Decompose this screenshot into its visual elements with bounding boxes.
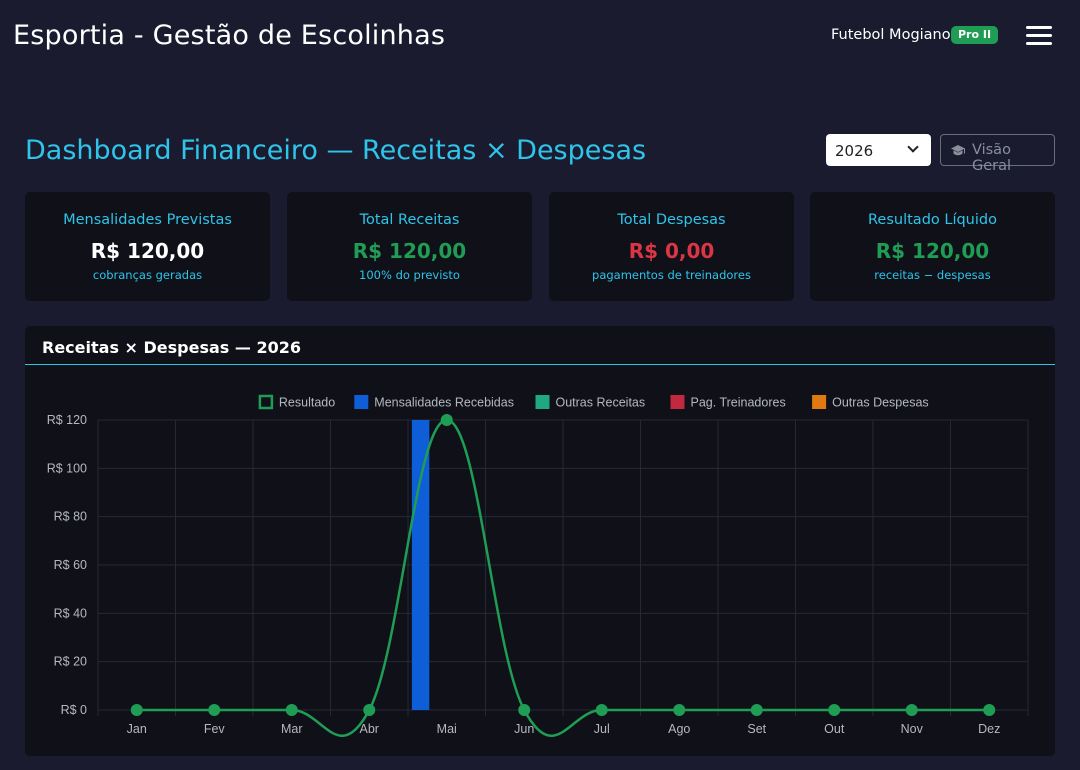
legend-swatch — [670, 395, 685, 409]
chart-title: Receitas × Despesas — 2026 — [42, 338, 301, 357]
resultado-point — [595, 704, 608, 716]
legend-label: Pag. Treinadores — [691, 396, 786, 410]
x-tick-label: Mai — [437, 722, 457, 736]
resultado-point — [208, 704, 221, 716]
y-tick-label: R$ 20 — [54, 655, 87, 669]
summary-card-mensalidades-previstas: Mensalidades Previstas R$ 120,00 cobranç… — [25, 192, 270, 301]
x-tick-label: Set — [747, 722, 766, 736]
overview-button-label: Visão Geral — [972, 142, 1012, 174]
y-tick-label: R$ 40 — [54, 606, 87, 620]
overview-button[interactable]: Visão Geral — [940, 134, 1055, 174]
y-tick-label: R$ 100 — [47, 461, 87, 475]
bar-mensalidades-recebidas — [411, 420, 430, 710]
summary-card-subtitle: cobranças geradas — [92, 268, 203, 282]
plan-badge: Pro II — [951, 26, 999, 44]
legend-swatch — [535, 395, 550, 409]
legend-label: Resultado — [279, 396, 335, 410]
revenue-expense-chart: R$ 0 R$ 20 R$ 40 R$ 60 R$ 80 R$ 100 R$ 120 Jan F… — [47, 394, 1029, 737]
x-tick-label: Dez — [978, 722, 1000, 736]
legend-swatch — [812, 395, 827, 409]
summary-card-subtitle: pagamentos de treinadores — [592, 268, 751, 282]
year-select[interactable]: 2026 — [826, 134, 931, 166]
app-title[interactable]: Esportia - Gestão de Escolinhas — [13, 20, 446, 51]
resultado-point — [130, 704, 143, 716]
hamburger-menu-icon[interactable] — [1020, 22, 1058, 50]
x-tick-label: Fev — [204, 722, 226, 736]
page-title: Dashboard Financeiro — Receitas × Despes… — [25, 135, 647, 166]
chart-divider — [25, 364, 1055, 365]
resultado-point — [673, 704, 686, 716]
x-tick-label: Mar — [281, 722, 303, 736]
summary-card-value: R$ 120,00 — [352, 239, 467, 263]
x-tick-label: Out — [824, 722, 845, 736]
summary-card-label: Total Despesas — [617, 212, 726, 228]
y-tick-label: R$ 60 — [54, 558, 87, 572]
resultado-point — [440, 414, 453, 426]
legend-swatch — [258, 394, 274, 410]
chevron-down-icon — [907, 141, 919, 153]
resultado-point — [750, 704, 763, 716]
legend-label: Outras Despesas — [832, 396, 929, 410]
top-navbar: Esportia - Gestão de Escolinhas Futebol … — [0, 0, 1080, 74]
x-tick-label: Jun — [514, 722, 534, 736]
summary-card-value: R$ 0,00 — [628, 239, 715, 263]
graduation-cap-icon — [951, 145, 965, 156]
summary-card-subtitle: receitas − despesas — [874, 268, 991, 282]
y-tick-label: R$ 0 — [61, 703, 87, 717]
summary-card-label: Total Receitas — [359, 212, 460, 228]
legend-swatch — [354, 395, 369, 409]
legend-label: Outras Receitas — [556, 396, 646, 410]
x-tick-label: Abr — [360, 722, 379, 736]
resultado-point — [983, 704, 996, 716]
x-tick-label: Jan — [127, 722, 147, 736]
resultado-point — [363, 704, 376, 716]
summary-card-value: R$ 120,00 — [875, 239, 990, 263]
summary-card-total-receitas: Total Receitas R$ 120,00 100% do previst… — [287, 192, 532, 301]
x-tick-label: Ago — [668, 722, 690, 736]
resultado-line — [136, 418, 990, 737]
year-select-value: 2026 — [835, 142, 874, 160]
y-tick-label: R$ 80 — [54, 510, 87, 524]
summary-card-label: Resultado Líquido — [868, 212, 997, 228]
summary-card-resultado-liquido: Resultado Líquido R$ 120,00 receitas − d… — [810, 192, 1055, 301]
x-tick-label: Nov — [901, 722, 924, 736]
resultado-point — [905, 704, 918, 716]
resultado-point — [828, 704, 841, 716]
x-tick-label: Jul — [594, 722, 610, 736]
summary-card-label: Mensalidades Previstas — [63, 212, 232, 228]
resultado-point — [285, 704, 298, 716]
chart-card: Receitas × Despesas — 2026 R$ 0 R$ 20 R$ 4… — [25, 326, 1055, 756]
y-tick-label: R$ 120 — [47, 413, 87, 427]
legend-label: Mensalidades Recebidas — [374, 396, 514, 410]
summary-card-value: R$ 120,00 — [90, 239, 205, 263]
club-name: Futebol Mogiano — [831, 27, 951, 43]
resultado-point — [518, 704, 531, 716]
summary-card-total-despesas: Total Despesas R$ 0,00 pagamentos de tre… — [549, 192, 794, 301]
summary-card-subtitle: 100% do previsto — [359, 268, 460, 282]
